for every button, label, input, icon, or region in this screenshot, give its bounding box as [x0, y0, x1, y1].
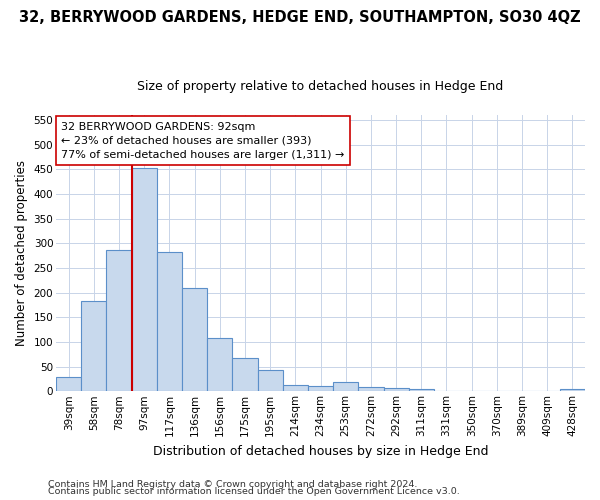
Bar — [157, 252, 182, 392]
Bar — [106, 250, 131, 392]
Bar — [283, 385, 308, 392]
Bar — [560, 390, 585, 392]
Bar — [409, 389, 434, 392]
Bar — [257, 370, 283, 392]
Title: Size of property relative to detached houses in Hedge End: Size of property relative to detached ho… — [137, 80, 503, 93]
Text: 32, BERRYWOOD GARDENS, HEDGE END, SOUTHAMPTON, SO30 4QZ: 32, BERRYWOOD GARDENS, HEDGE END, SOUTHA… — [19, 10, 581, 25]
Bar — [56, 378, 81, 392]
Text: Contains public sector information licensed under the Open Government Licence v3: Contains public sector information licen… — [48, 487, 460, 496]
Y-axis label: Number of detached properties: Number of detached properties — [15, 160, 28, 346]
Bar — [232, 358, 257, 392]
Bar — [182, 288, 207, 392]
Bar — [358, 387, 383, 392]
Bar — [207, 338, 232, 392]
Bar — [333, 382, 358, 392]
X-axis label: Distribution of detached houses by size in Hedge End: Distribution of detached houses by size … — [153, 444, 488, 458]
Bar — [308, 386, 333, 392]
Bar — [131, 168, 157, 392]
Text: Contains HM Land Registry data © Crown copyright and database right 2024.: Contains HM Land Registry data © Crown c… — [48, 480, 418, 489]
Text: 32 BERRYWOOD GARDENS: 92sqm
← 23% of detached houses are smaller (393)
77% of se: 32 BERRYWOOD GARDENS: 92sqm ← 23% of det… — [61, 122, 345, 160]
Bar — [383, 388, 409, 392]
Bar — [81, 301, 106, 392]
